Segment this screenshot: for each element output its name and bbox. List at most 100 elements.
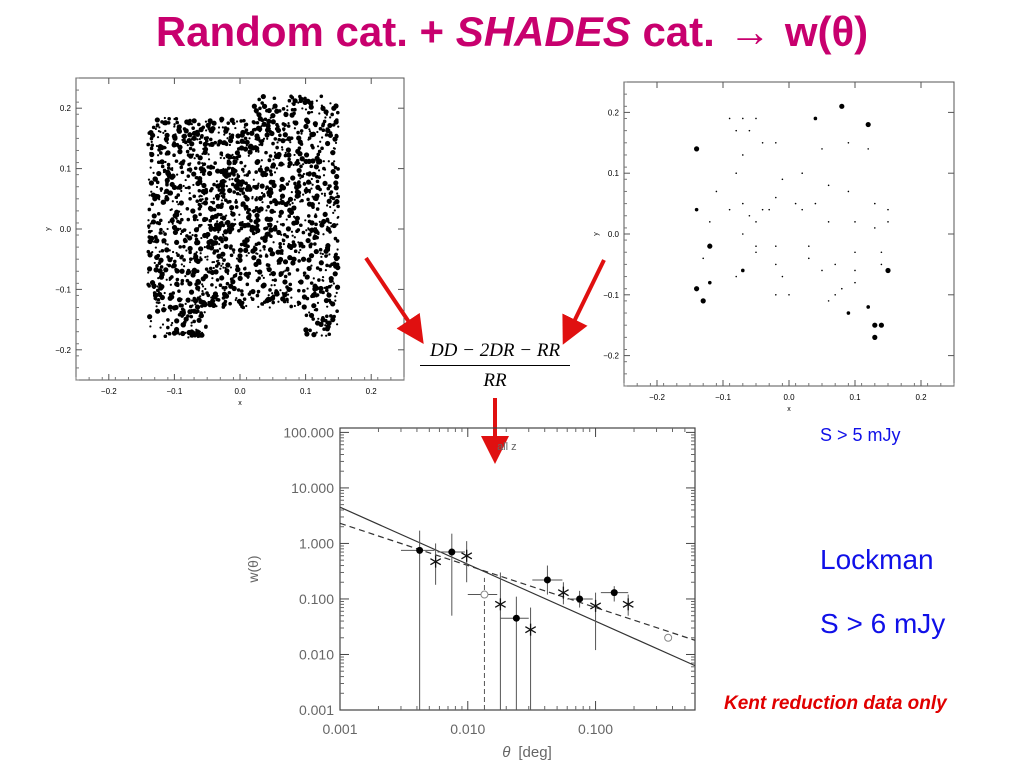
shades-point	[880, 251, 883, 254]
random-point	[225, 185, 228, 188]
random-point	[279, 193, 286, 199]
random-point	[156, 136, 160, 139]
random-point	[325, 334, 328, 337]
random-point	[194, 334, 197, 337]
arrow-left-icon	[364, 256, 424, 344]
shades-point	[874, 227, 876, 229]
random-point	[230, 182, 235, 187]
random-point	[269, 273, 272, 276]
random-point	[235, 257, 239, 260]
random-point	[190, 272, 196, 278]
random-point	[302, 274, 306, 277]
random-point	[155, 308, 161, 314]
title-result: w(θ)	[784, 8, 869, 55]
random-point	[315, 266, 320, 270]
random-point	[334, 141, 338, 145]
random-point	[226, 137, 229, 140]
random-point	[298, 96, 304, 103]
random-point	[302, 193, 305, 196]
random-point	[336, 167, 340, 171]
random-point	[195, 285, 201, 291]
random-point	[273, 137, 278, 141]
random-point	[268, 288, 272, 292]
random-point	[307, 171, 312, 175]
random-point	[172, 229, 179, 236]
data-point-open	[664, 633, 673, 642]
random-point	[221, 233, 225, 236]
random-point	[188, 167, 193, 171]
random-point	[299, 129, 304, 133]
random-point	[304, 219, 307, 222]
random-point	[222, 291, 228, 298]
shades-point	[854, 251, 856, 254]
random-point	[235, 272, 238, 275]
random-point	[273, 171, 277, 174]
random-point	[310, 177, 313, 181]
random-point	[237, 275, 243, 281]
random-point	[260, 170, 266, 176]
random-point	[219, 275, 225, 281]
random-point	[189, 162, 192, 165]
shades-point	[775, 245, 777, 247]
random-point	[191, 153, 195, 156]
random-point	[335, 309, 339, 313]
random-point	[148, 130, 154, 136]
random-point	[336, 248, 339, 251]
random-point	[279, 176, 285, 182]
random-point	[208, 228, 213, 232]
random-point	[148, 194, 151, 197]
random-point	[332, 211, 335, 214]
random-point	[179, 165, 184, 170]
random-point	[333, 201, 337, 205]
y-axis-label: w(θ)	[245, 555, 261, 583]
random-point	[207, 118, 213, 124]
random-point	[318, 285, 324, 292]
random-point	[282, 122, 285, 125]
random-point	[239, 242, 244, 247]
random-point	[149, 136, 154, 141]
shades-point	[867, 148, 869, 150]
random-point	[280, 146, 284, 149]
random-point	[239, 226, 244, 231]
random-point	[192, 210, 195, 213]
random-point	[205, 122, 211, 128]
random-point	[201, 292, 205, 296]
random-point	[257, 241, 261, 246]
random-point	[182, 258, 186, 262]
random-point	[210, 240, 216, 247]
random-point	[197, 226, 200, 230]
flux-cut-6mjy: S > 6 mJy	[820, 608, 946, 639]
shades-point	[847, 142, 850, 144]
random-point	[156, 154, 160, 157]
y-tick-label: 0.0	[60, 225, 72, 234]
random-point	[241, 220, 244, 224]
random-point	[291, 242, 297, 248]
shades-point	[827, 300, 830, 302]
random-point	[272, 166, 276, 169]
random-point	[248, 170, 251, 173]
random-point	[293, 207, 297, 211]
random-point	[180, 281, 184, 286]
random-point	[332, 282, 335, 285]
random-point	[327, 160, 330, 163]
random-point	[333, 209, 336, 212]
random-point	[180, 217, 184, 222]
shades-point	[728, 117, 731, 120]
random-point	[278, 209, 284, 215]
shades-point	[761, 208, 764, 211]
random-point	[159, 151, 163, 155]
random-point	[187, 281, 193, 287]
random-point	[259, 249, 262, 252]
random-point	[235, 140, 240, 145]
random-point	[259, 165, 263, 168]
random-point	[243, 247, 249, 254]
random-point	[316, 152, 321, 157]
random-point	[199, 311, 203, 315]
data-point-dot	[416, 546, 424, 554]
random-point	[320, 334, 323, 337]
random-point	[171, 224, 178, 231]
random-point	[147, 229, 152, 234]
random-point	[264, 122, 267, 125]
fit-line-solid	[339, 506, 696, 667]
random-point	[282, 299, 287, 304]
